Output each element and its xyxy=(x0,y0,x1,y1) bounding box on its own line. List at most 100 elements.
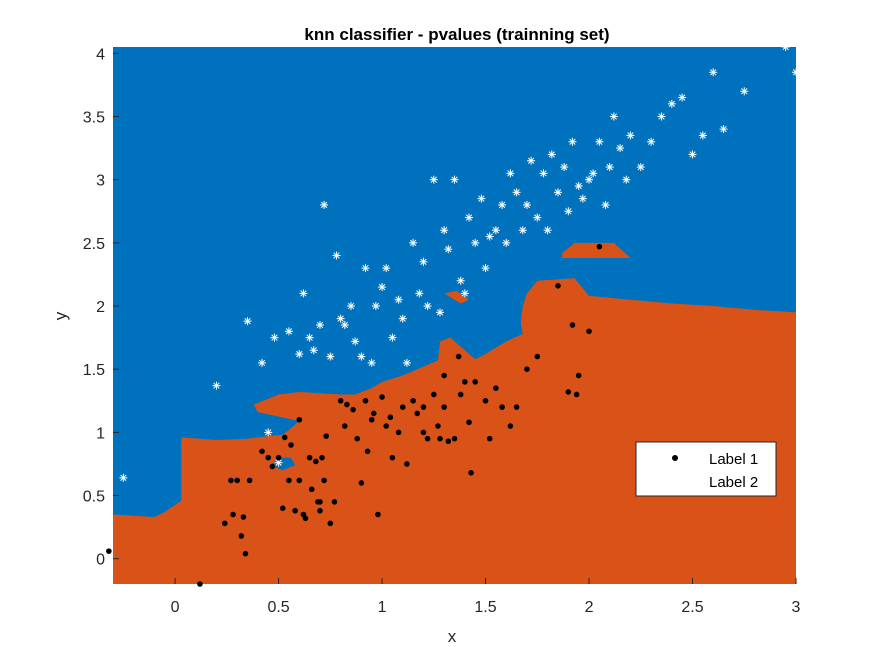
label-2-point xyxy=(678,93,687,102)
label-2-point xyxy=(436,308,445,317)
label-2-point xyxy=(688,150,697,159)
label-2-point xyxy=(647,137,656,146)
y-tick-label: 0 xyxy=(96,552,105,569)
x-tick-label: 0 xyxy=(171,599,180,616)
label-2-point xyxy=(258,358,267,367)
label-1-point xyxy=(507,423,514,429)
label-2-point xyxy=(626,131,635,140)
island-orange-2 xyxy=(444,290,469,304)
y-tick-label: 1 xyxy=(96,425,105,442)
label-2-point xyxy=(361,264,370,273)
label-1-point xyxy=(493,385,499,391)
label-1-point xyxy=(364,448,371,455)
label-1-point xyxy=(230,511,236,518)
label-2-point xyxy=(347,302,356,311)
label-1-point xyxy=(555,283,561,289)
label-1-point xyxy=(286,477,292,484)
label-2-point xyxy=(382,264,391,273)
label-2-point xyxy=(398,314,407,323)
label-2-point xyxy=(423,302,432,311)
label-1-point xyxy=(281,434,288,441)
label-2-point xyxy=(477,194,486,203)
label-2-point xyxy=(781,43,790,51)
label-2-point xyxy=(709,68,718,77)
label-1-point xyxy=(420,429,427,436)
legend-box xyxy=(635,441,777,497)
label-2-point xyxy=(564,207,573,216)
label-1-point xyxy=(246,477,253,484)
label-2-point xyxy=(388,333,397,342)
label-2-point xyxy=(444,245,453,254)
label-1-point xyxy=(308,486,315,493)
label-1-point xyxy=(354,435,361,442)
x-axis: 0 0.5 1 1.5 2 2.5 3 xyxy=(171,578,801,616)
label-2-point xyxy=(616,144,625,153)
label-1-point xyxy=(331,499,338,505)
label-2-point xyxy=(315,320,324,329)
label-1-point xyxy=(344,401,350,408)
label-2-point xyxy=(320,200,329,209)
label-2-point xyxy=(539,169,548,178)
label-1-point xyxy=(414,410,421,417)
label-1-point xyxy=(321,477,327,484)
label-2-point xyxy=(460,289,469,298)
label-2-point xyxy=(464,213,473,222)
label-1-point xyxy=(221,520,228,527)
label-1-point xyxy=(441,404,447,410)
label-2-point xyxy=(481,264,490,273)
y-tick-label: 3.5 xyxy=(83,109,105,126)
label-2-point xyxy=(305,333,314,342)
label-2-point xyxy=(367,358,376,367)
label-2-point xyxy=(402,358,411,367)
label-1-point xyxy=(486,435,493,442)
label-1-point xyxy=(573,391,580,398)
label-2-point xyxy=(284,327,293,336)
label-2-point xyxy=(512,188,521,197)
label-1-point xyxy=(242,550,249,557)
label-1-point xyxy=(238,533,245,539)
label-2-point xyxy=(719,125,728,134)
label-1-point xyxy=(228,477,234,484)
label-1-point xyxy=(410,397,416,404)
label-1-point xyxy=(288,442,294,448)
label-1-point xyxy=(358,480,365,486)
label-1-point xyxy=(472,379,478,385)
y-tick-label: 3 xyxy=(96,173,105,190)
label-1-point xyxy=(575,372,582,379)
label-2-point xyxy=(212,381,221,390)
label-1-point xyxy=(302,515,309,522)
label-2-point xyxy=(336,314,345,323)
label-2-point xyxy=(589,169,598,178)
x-tick-label: 1 xyxy=(378,599,387,616)
label-1-point xyxy=(362,397,369,404)
label-1-point xyxy=(368,416,375,423)
label-2-point xyxy=(450,175,459,184)
label-2-point xyxy=(518,226,527,235)
label-2-point xyxy=(357,352,366,361)
label-1-point xyxy=(596,243,603,250)
label-2-point xyxy=(471,238,480,247)
label-1-point xyxy=(296,477,303,484)
boundary-islands xyxy=(270,242,631,471)
label-1-point xyxy=(513,404,520,410)
series-label-2 xyxy=(119,43,800,482)
label-1-point xyxy=(313,458,319,465)
label-2-point xyxy=(498,200,507,209)
label-1-point xyxy=(468,470,474,476)
label-1-point xyxy=(317,499,323,505)
label-1-point xyxy=(259,448,265,455)
label-2-point xyxy=(560,163,569,172)
label-1-point xyxy=(306,454,313,461)
label-1-point xyxy=(265,454,272,461)
label-2-point xyxy=(622,175,631,184)
label-2-point xyxy=(595,137,604,146)
label-2-point xyxy=(636,163,645,172)
label-1-point xyxy=(379,394,385,400)
label-2-point xyxy=(698,131,707,140)
y-tick-label: 0.5 xyxy=(83,489,105,506)
label-2-point xyxy=(419,257,428,266)
legend-label-1: Label 1 xyxy=(709,451,758,468)
label-1-point xyxy=(420,404,427,410)
label-2-point xyxy=(243,317,252,326)
